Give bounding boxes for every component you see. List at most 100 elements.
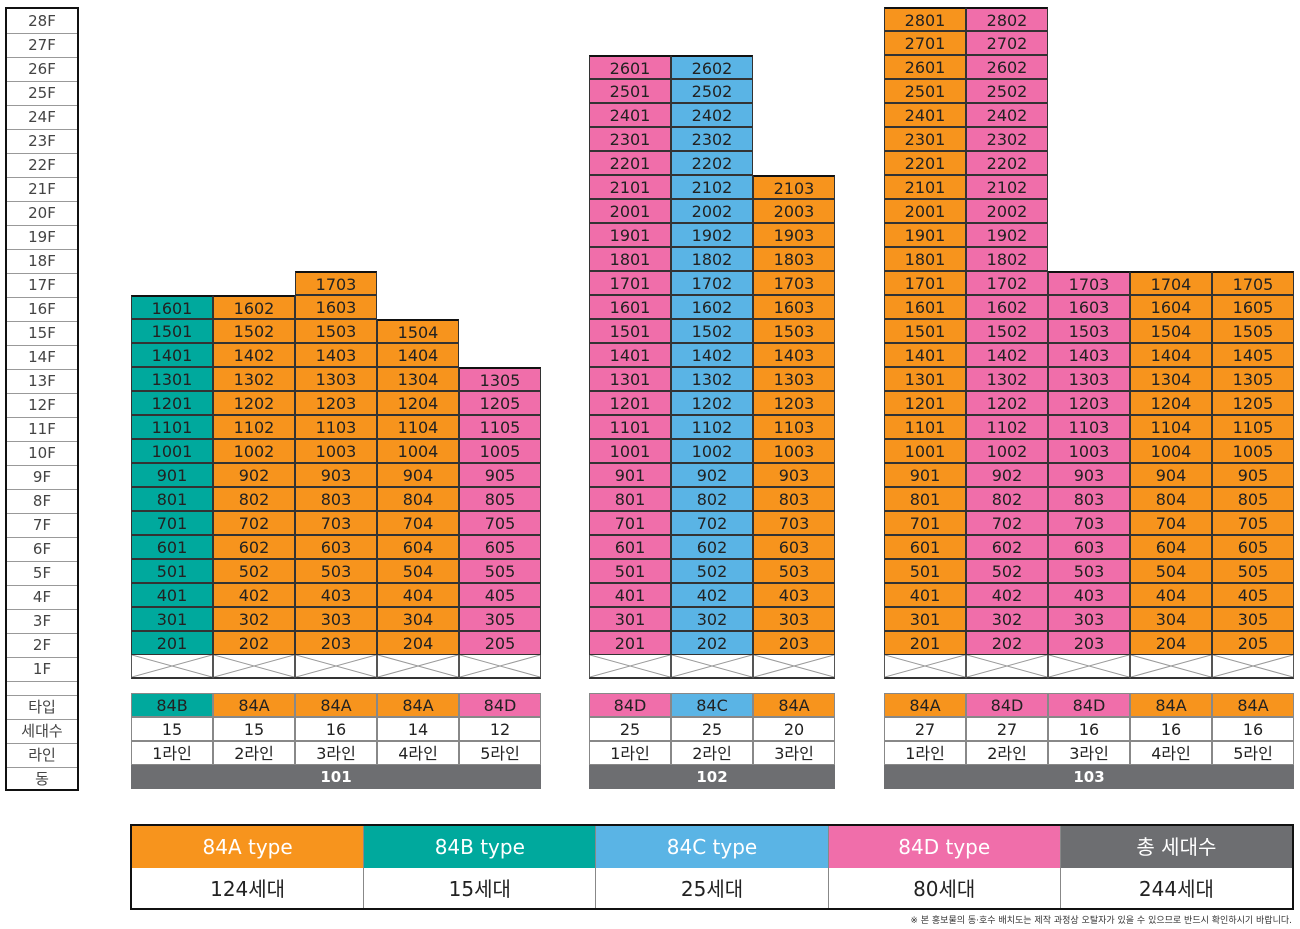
floor-label: 2F — [7, 633, 77, 658]
legend-unit-count: 244세대 — [1138, 877, 1214, 901]
unit-cell: 1003 — [1048, 439, 1130, 463]
unit-cell: 802 — [671, 487, 753, 511]
unit-cell: 1404 — [1130, 343, 1212, 367]
unit-cell: 1302 — [966, 367, 1048, 391]
legend-unit-count: 25세대 — [680, 877, 744, 901]
unit-cell: 1103 — [295, 415, 377, 439]
cross-icon — [214, 655, 294, 677]
floor-label: 21F — [7, 177, 77, 202]
unit-type-cell: 84A — [1130, 693, 1212, 717]
unit-cell: 302 — [213, 607, 295, 631]
unit-cell: 2102 — [966, 175, 1048, 199]
unit-cell: 701 — [131, 511, 213, 535]
legend-item-84B: 84B type 15세대 — [364, 826, 597, 908]
unit-cell: 1802 — [671, 247, 753, 271]
unit-cell: 504 — [377, 559, 459, 583]
cross-icon — [378, 655, 458, 677]
unit-cell: 1705 — [1212, 271, 1294, 295]
unit-cell: 704 — [377, 511, 459, 535]
unit-cell: 1505 — [1212, 319, 1294, 343]
unit-cell: 401 — [884, 583, 966, 607]
unit-cell: 302 — [966, 607, 1048, 631]
unit-cell: 1402 — [213, 343, 295, 367]
unit-cell: 1103 — [753, 415, 835, 439]
line-cell: 3라인 — [753, 741, 835, 765]
unit-cell: 1503 — [753, 319, 835, 343]
unit-cell: 1101 — [131, 415, 213, 439]
unit-cell: 1403 — [295, 343, 377, 367]
unit-cell: 802 — [213, 487, 295, 511]
cross-icon — [885, 655, 965, 677]
floor-label: 16F — [7, 297, 77, 322]
legend-type-label: 84B type — [364, 826, 596, 868]
unit-cell: 503 — [1048, 559, 1130, 583]
unit-cell: 2701 — [884, 31, 966, 55]
row-label-type: 타입 — [7, 695, 77, 720]
unit-cell: 1205 — [1212, 391, 1294, 415]
unit-type-cell: 84B — [131, 693, 213, 717]
unit-count-cell: 16 — [1130, 717, 1212, 741]
unit-cell: 802 — [966, 487, 1048, 511]
unit-type-cell: 84A — [753, 693, 835, 717]
cross-icon — [754, 655, 834, 677]
unit-cell: 1601 — [589, 295, 671, 319]
unit-cell: 404 — [377, 583, 459, 607]
floor-label: 19F — [7, 225, 77, 250]
unit-cell: 2103 — [753, 175, 835, 199]
unit-cell: 1703 — [753, 271, 835, 295]
line-cell: 3라인 — [1048, 741, 1130, 765]
unit-cell: 2402 — [671, 103, 753, 127]
unit-cell: 1202 — [671, 391, 753, 415]
unit-cell: 1204 — [377, 391, 459, 415]
unit-cell: 2101 — [884, 175, 966, 199]
unit-count-cell: 14 — [377, 717, 459, 741]
unit-cell: 2702 — [966, 31, 1048, 55]
unit-cell: 1403 — [1048, 343, 1130, 367]
unit-count-cell: 16 — [295, 717, 377, 741]
unit-cell: 705 — [1212, 511, 1294, 535]
unit-cell: 1002 — [671, 439, 753, 463]
unit-cell: 1005 — [459, 439, 541, 463]
unit-cell: 903 — [295, 463, 377, 487]
line-cell: 2라인 — [966, 741, 1048, 765]
unit-cell: 1801 — [589, 247, 671, 271]
floor-label: 1F — [7, 657, 77, 682]
unit-cell: 503 — [753, 559, 835, 583]
unit-cell: 1602 — [966, 295, 1048, 319]
unit-cell: 2401 — [589, 103, 671, 127]
pilotis-1f — [377, 655, 459, 679]
unit-cell: 1105 — [459, 415, 541, 439]
floor-label: 23F — [7, 129, 77, 154]
unit-cell: 801 — [884, 487, 966, 511]
pilotis-1f — [295, 655, 377, 679]
unit-count-cell: 12 — [459, 717, 541, 741]
unit-cell: 401 — [589, 583, 671, 607]
unit-cell: 1703 — [295, 271, 377, 295]
unit-cell: 902 — [213, 463, 295, 487]
floor-label: 26F — [7, 57, 77, 82]
unit-cell: 301 — [589, 607, 671, 631]
unit-cell: 601 — [131, 535, 213, 559]
unit-cell: 504 — [1130, 559, 1212, 583]
unit-cell: 1401 — [589, 343, 671, 367]
unit-cell: 1603 — [295, 295, 377, 319]
legend-type-label: 84D type — [828, 826, 1060, 868]
unit-cell: 303 — [1048, 607, 1130, 631]
unit-cell: 1003 — [295, 439, 377, 463]
unit-cell: 205 — [459, 631, 541, 655]
line-cell: 5라인 — [1212, 741, 1294, 765]
cross-icon — [1049, 655, 1129, 677]
unit-cell: 1405 — [1212, 343, 1294, 367]
pilotis-1f — [884, 655, 966, 679]
unit-cell: 1203 — [295, 391, 377, 415]
unit-cell: 2501 — [884, 79, 966, 103]
floor-label: 12F — [7, 393, 77, 418]
cross-icon — [460, 655, 540, 677]
line-cell: 5라인 — [459, 741, 541, 765]
floor-label: 5F — [7, 561, 77, 586]
unit-cell: 803 — [295, 487, 377, 511]
unit-cell: 1203 — [1048, 391, 1130, 415]
floor-label: 14F — [7, 345, 77, 370]
unit-cell: 2201 — [884, 151, 966, 175]
unit-count-cell: 16 — [1212, 717, 1294, 741]
